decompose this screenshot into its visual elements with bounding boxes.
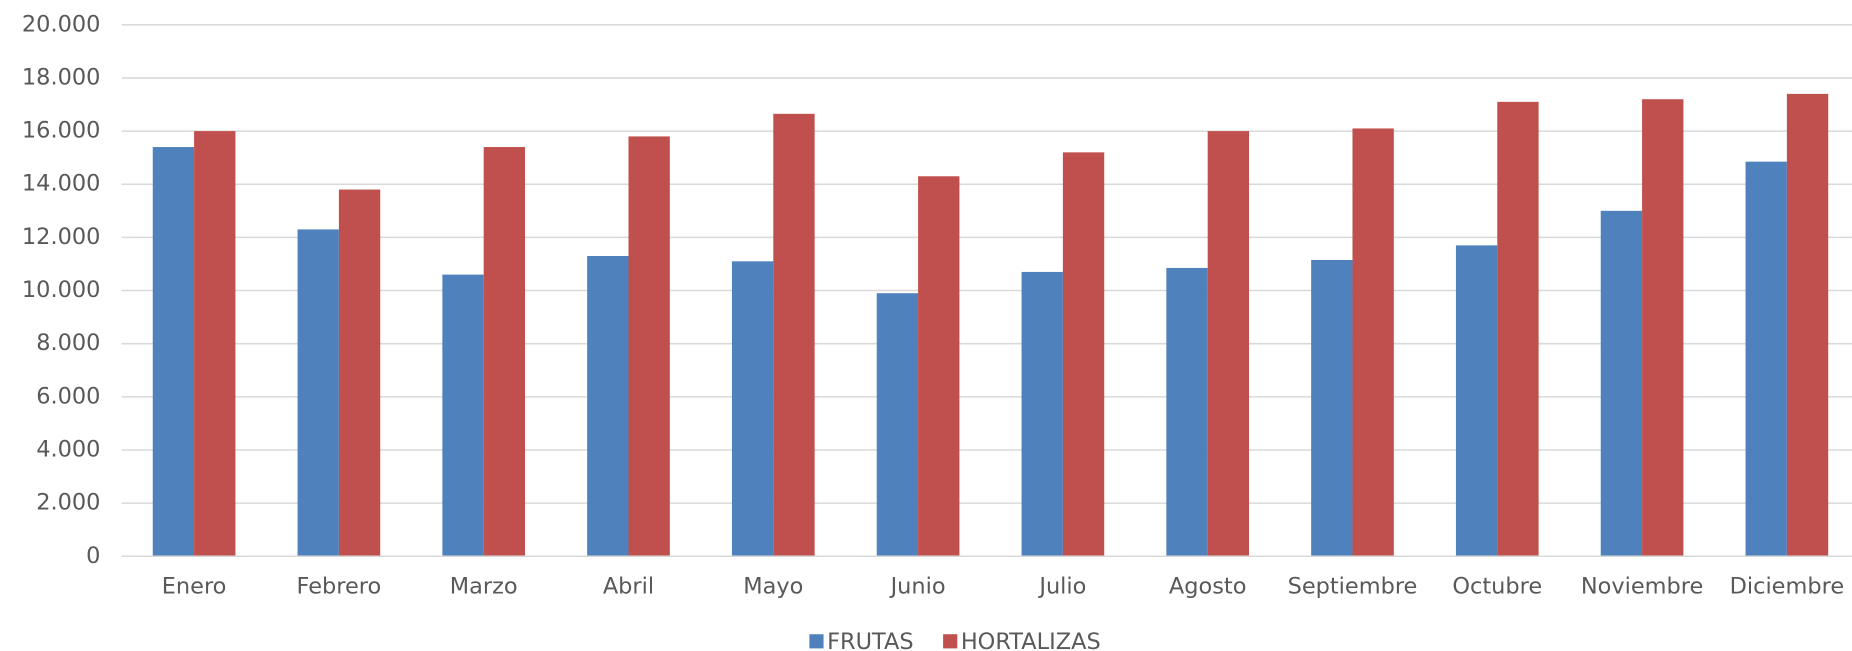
bar — [731, 261, 774, 557]
x-tick-label: Enero — [162, 573, 227, 599]
bar — [1600, 210, 1643, 557]
x-tick-label: Julio — [1037, 573, 1086, 599]
bar — [1352, 128, 1394, 557]
x-tick-label: Marzo — [450, 573, 518, 599]
x-tick-label: Abril — [603, 573, 654, 599]
bar — [152, 147, 195, 557]
bar — [773, 113, 815, 557]
bar — [1786, 93, 1829, 557]
y-tick-label: 6.000 — [36, 383, 100, 409]
x-tick-label: Diciembre — [1730, 573, 1845, 599]
bar — [194, 131, 236, 557]
bar — [587, 255, 629, 557]
bar — [1062, 152, 1105, 557]
y-tick-label: 0 — [86, 543, 100, 569]
y-tick-label: 20.000 — [22, 11, 101, 37]
legend-swatch — [943, 634, 958, 649]
y-tick-label: 2.000 — [36, 490, 100, 516]
bar — [442, 274, 484, 557]
x-tick-label: Noviembre — [1581, 573, 1703, 599]
bar — [1455, 245, 1498, 557]
bar — [876, 293, 919, 557]
legend-swatch — [809, 634, 824, 649]
y-tick-label: 8.000 — [36, 330, 100, 356]
bar — [1311, 259, 1353, 557]
bar — [1166, 267, 1208, 557]
x-tick-label: Febrero — [297, 573, 382, 599]
x-tick-label: Agosto — [1169, 573, 1247, 599]
legend-label: HORTALIZAS — [961, 629, 1101, 651]
x-tick-label: Septiembre — [1288, 573, 1418, 599]
y-tick-label: 10.000 — [22, 277, 101, 303]
legend-label: FRUTAS — [827, 629, 913, 651]
bar — [1745, 161, 1787, 557]
bar — [918, 176, 960, 557]
bar — [1021, 271, 1063, 557]
x-tick-label: Mayo — [743, 573, 803, 599]
y-tick-label: 14.000 — [22, 171, 101, 197]
y-tick-label: 16.000 — [22, 118, 101, 144]
bar — [1207, 131, 1250, 557]
y-tick-label: 4.000 — [36, 436, 100, 462]
y-tick-label: 18.000 — [22, 64, 101, 90]
bar — [1642, 99, 1684, 557]
bar — [628, 136, 670, 557]
bar — [338, 189, 381, 557]
bar — [297, 229, 339, 557]
x-tick-label: Octubre — [1452, 573, 1542, 599]
bar — [483, 147, 526, 557]
bar — [1497, 101, 1539, 557]
y-tick-label: 12.000 — [22, 224, 101, 250]
x-tick-label: Junio — [889, 573, 946, 599]
